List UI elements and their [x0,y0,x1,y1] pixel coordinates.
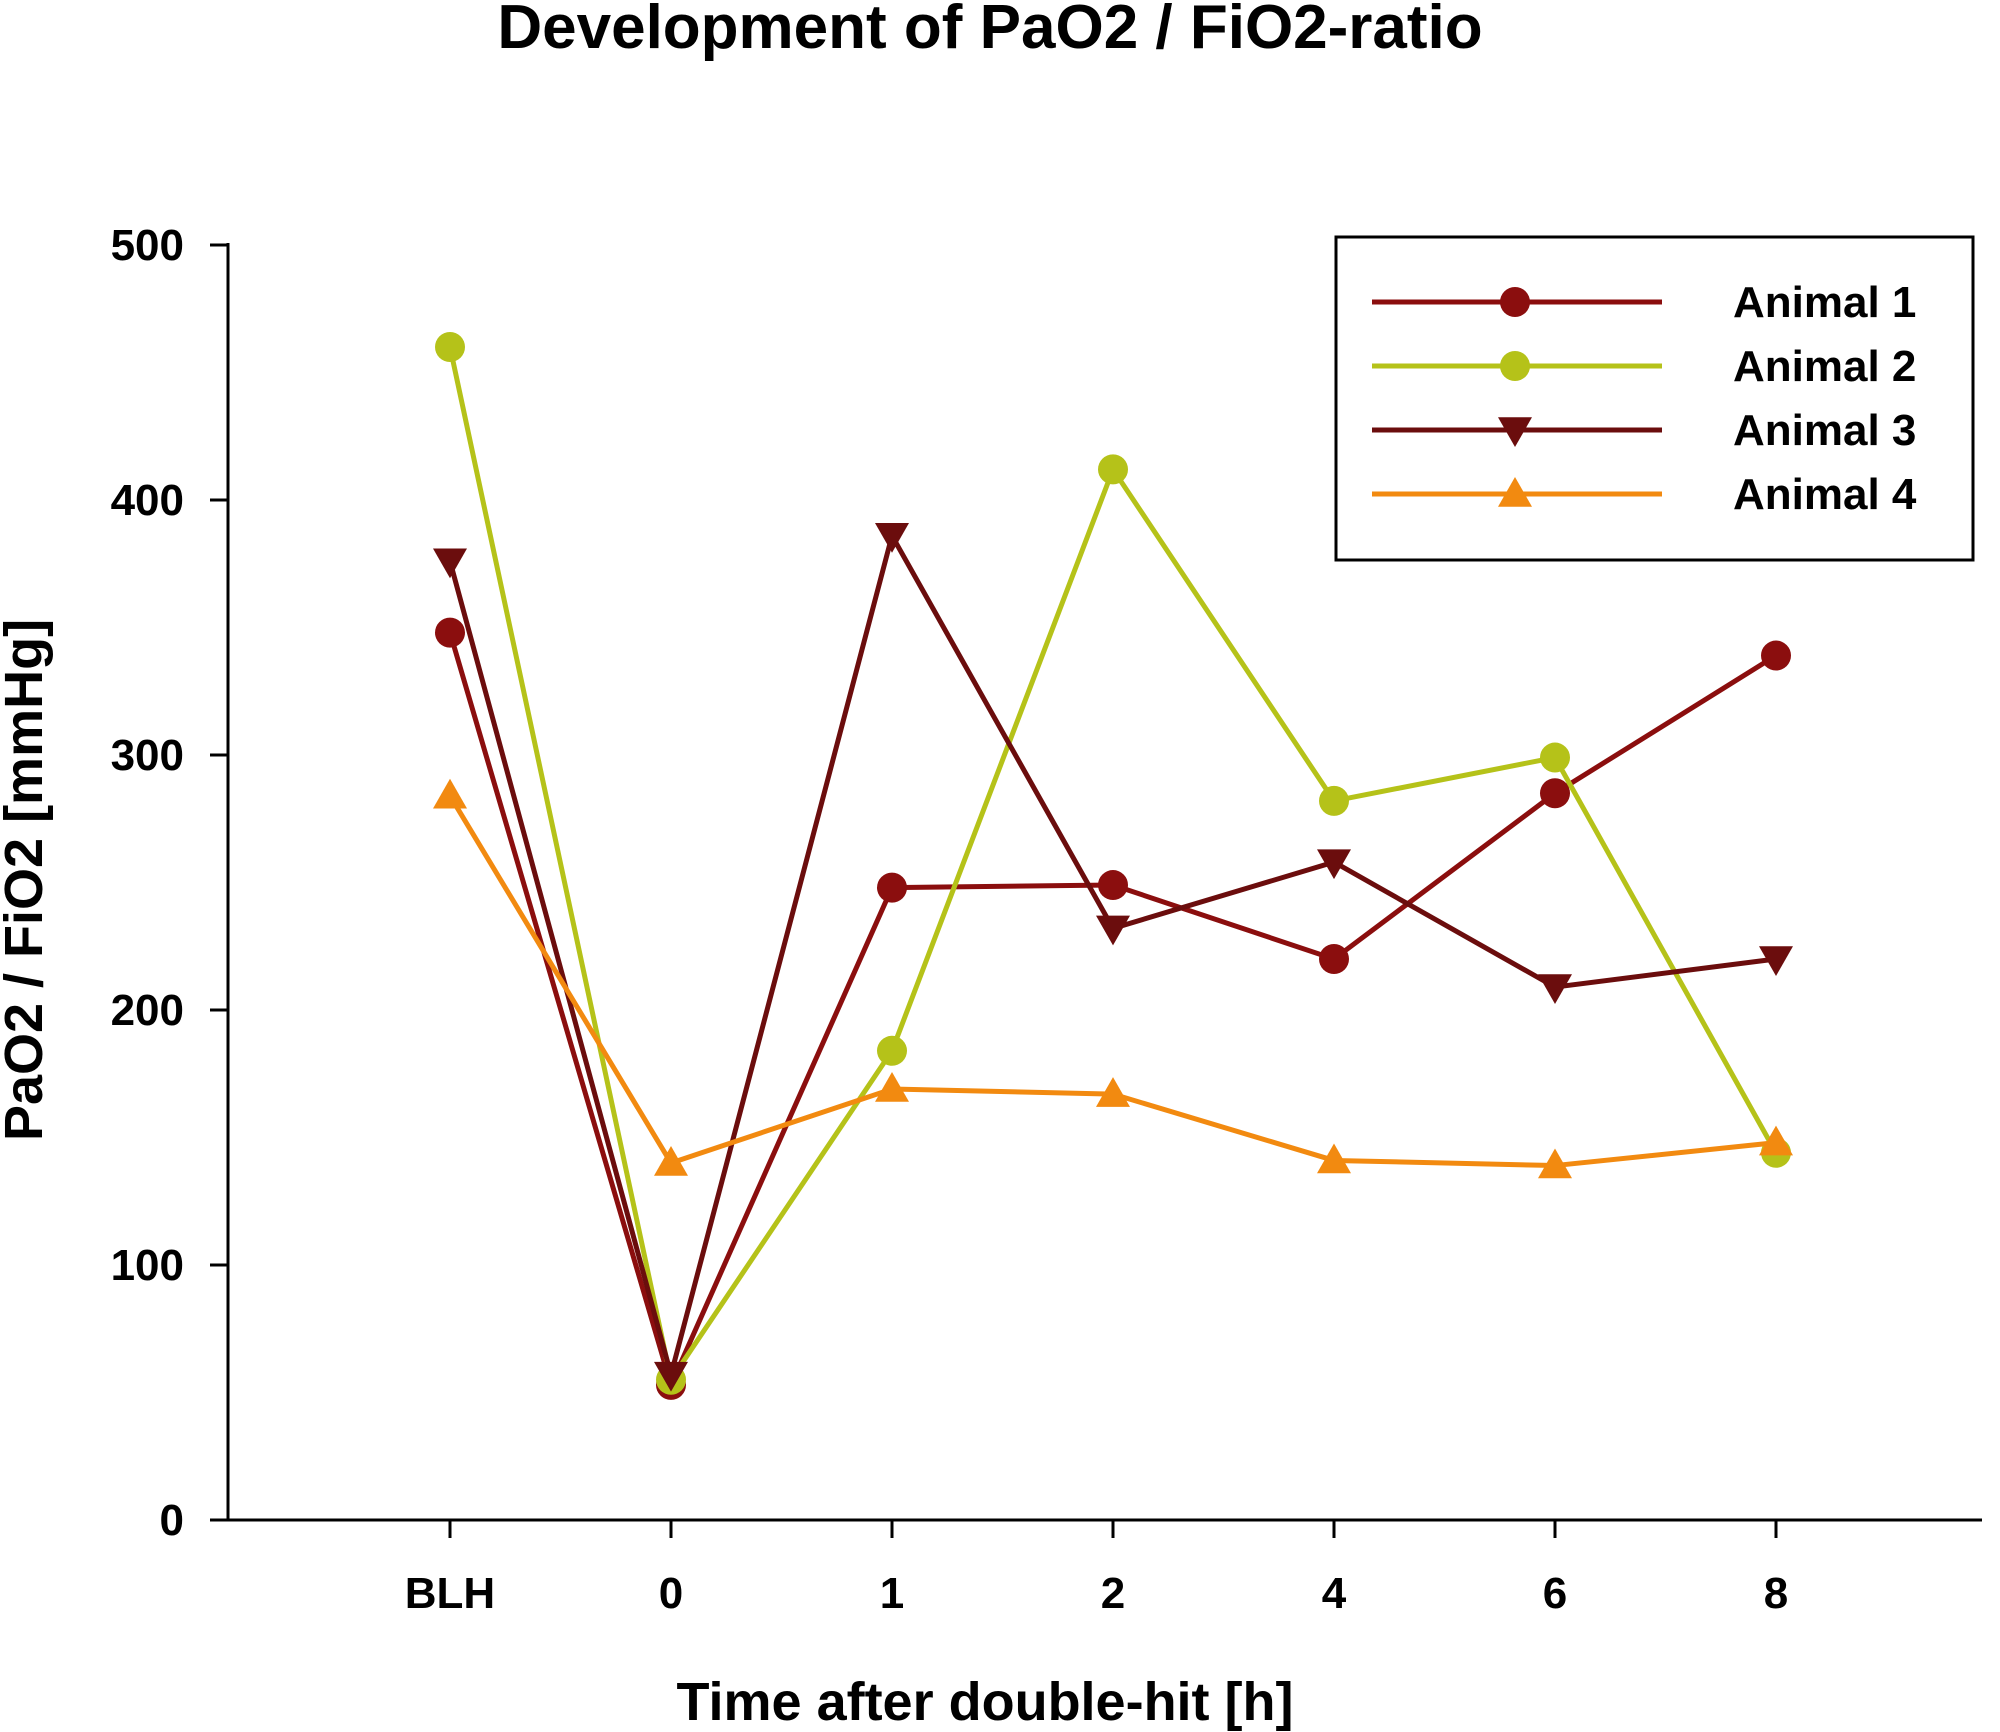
data-point [1317,849,1351,880]
data-point [433,778,467,809]
data-point [877,1035,907,1066]
x-axis: BLH 0 1 2 4 6 8 [228,1518,1982,1618]
series-animal-3 [433,522,1793,1392]
data-point [1540,778,1570,809]
legend-marker [1498,417,1532,447]
data-point [1759,946,1793,976]
data-point [1098,870,1128,901]
y-tick-label: 500 [111,221,184,270]
y-axis: 0 100 200 300 400 500 [111,221,230,1545]
data-point [1540,742,1570,773]
series-layer [433,332,1793,1400]
y-tick-label: 100 [111,1241,184,1290]
x-tick-label: BLH [405,1569,495,1618]
legend-item: Animal 1 [1372,278,1916,327]
legend-label: Animal 1 [1733,278,1916,327]
data-point [1319,785,1349,816]
data-point [875,1072,909,1102]
x-tick-label: 1 [880,1569,904,1618]
data-point [654,1361,688,1392]
data-point [875,522,909,553]
legend: Animal 1 Animal 2 Animal 3 Animal 4 [1334,235,1975,562]
chart-title: Development of PaO2 / FiO2-ratio [497,0,1482,62]
series-line [447,529,1777,1385]
series-animal-1 [435,617,1791,1400]
y-tick-label: 400 [111,476,184,525]
x-tick-label: 8 [1764,1569,1788,1618]
data-point [1096,915,1130,946]
data-point [877,872,907,903]
data-point [1096,1077,1130,1107]
data-point [654,1146,688,1176]
x-axis-label: Time after double-hit [h] [677,1672,1294,1732]
data-point [1761,640,1791,671]
legend-item: Animal 2 [1372,342,1916,391]
data-point [435,332,465,362]
legend-item: Animal 3 [1372,406,1916,455]
data-point [1098,454,1128,485]
legend-marker [1498,477,1532,507]
x-tick-label: 0 [659,1569,683,1618]
x-tick-label: 6 [1543,1569,1567,1618]
data-point [435,617,465,648]
legend-label: Animal 2 [1733,342,1916,391]
legend-marker [1500,287,1530,317]
data-point [1317,1143,1351,1174]
legend-item: Animal 4 [1372,470,1917,519]
data-point [1319,944,1349,974]
y-tick-label: 300 [111,731,184,780]
series-line [447,794,1777,1169]
y-axis-label: PaO2 / FiO2 [mmHg] [0,619,54,1141]
y-tick-label: 0 [160,1496,184,1545]
data-point [433,548,467,579]
legend-label: Animal 4 [1733,470,1917,519]
y-tick-label: 200 [111,986,184,1035]
legend-label: Animal 3 [1733,406,1916,455]
x-tick-label: 2 [1101,1569,1125,1618]
legend-marker [1500,351,1530,381]
data-point [1759,1125,1793,1156]
series-animal-4 [433,778,1793,1179]
data-point [1538,974,1572,1005]
data-point [1538,1148,1572,1179]
legend-box [1334,235,1975,562]
x-tick-label: 4 [1322,1569,1347,1618]
